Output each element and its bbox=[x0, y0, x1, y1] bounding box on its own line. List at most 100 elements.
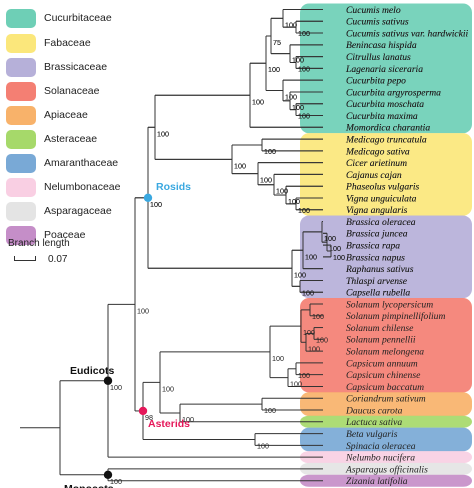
bootstrap-value: 100 bbox=[288, 197, 300, 206]
taxon-label: Brassica oleracea bbox=[346, 217, 416, 228]
taxon-label: Cucurbita argyrosperma bbox=[346, 87, 441, 98]
bootstrap-value: 98 bbox=[145, 413, 153, 422]
legend-swatch bbox=[6, 130, 36, 149]
legend-swatch bbox=[6, 34, 36, 53]
family-band bbox=[300, 215, 472, 299]
taxon-label: Capsicum annuum bbox=[346, 358, 418, 369]
family-band bbox=[300, 451, 472, 464]
bootstrap-value: 100 bbox=[333, 253, 345, 262]
bootstrap-value: 100 bbox=[308, 344, 320, 353]
taxon-label: Thlaspi arvense bbox=[346, 276, 408, 287]
bootstrap-value: 100 bbox=[182, 415, 194, 424]
legend-label: Poaceae bbox=[44, 229, 86, 241]
bootstrap-value: 100 bbox=[292, 103, 304, 112]
legend-label: Nelumbonaceae bbox=[44, 181, 121, 193]
taxon-label: Momordica charantia bbox=[345, 123, 430, 134]
bootstrap-value: 100 bbox=[268, 65, 280, 74]
taxon-label: Brassica napus bbox=[346, 252, 405, 263]
bootstrap-value: 100 bbox=[264, 147, 276, 156]
bootstrap-value: 100 bbox=[252, 97, 264, 106]
asterids-label: Asterids bbox=[148, 418, 190, 430]
legend-swatch bbox=[6, 178, 36, 197]
bootstrap-value: 100 bbox=[305, 252, 317, 261]
taxon-label: Solanum chilense bbox=[346, 323, 414, 334]
bootstrap-value: 100 bbox=[305, 252, 317, 261]
bootstrap-value: 100 bbox=[110, 383, 122, 392]
taxon-label: Zizania latifolia bbox=[346, 476, 408, 487]
taxon-label: Cicer arietinum bbox=[346, 158, 407, 169]
bootstrap-value: 100 bbox=[272, 354, 284, 363]
taxon-label: Capsella rubella bbox=[346, 288, 410, 299]
taxon-label: Brassica rapa bbox=[346, 241, 400, 252]
taxon-label: Brassica rapa bbox=[346, 241, 400, 252]
bootstrap-value: 100 bbox=[302, 288, 314, 297]
taxon-label: Coriandrum sativum bbox=[346, 394, 426, 405]
bootstrap-value: 100 bbox=[285, 92, 297, 101]
taxon-label: Lagenaria siceraria bbox=[345, 64, 423, 75]
bootstrap-value: 100 bbox=[292, 56, 304, 65]
bootstrap-value: 100 bbox=[157, 129, 169, 138]
legend-label: Cucurbitaceae bbox=[44, 12, 112, 24]
bootstrap-value: 100 bbox=[137, 306, 149, 315]
taxon-label: Cucurbita argyrosperma bbox=[346, 87, 441, 98]
taxon-label: Solanum pimpinellifolium bbox=[346, 311, 445, 322]
bootstrap-value: 75 bbox=[273, 38, 281, 47]
taxon-label: Medicago sativa bbox=[345, 146, 410, 157]
bootstrap-value: 100 bbox=[298, 112, 310, 121]
bootstrap-value: 100 bbox=[252, 97, 264, 106]
taxon-label: Asparagus officinalis bbox=[345, 464, 428, 475]
eudicots-node bbox=[103, 376, 113, 385]
asterids-node bbox=[138, 406, 148, 416]
bootstrap-value: 100 bbox=[288, 197, 300, 206]
taxon-label: Raphanus sativus bbox=[345, 264, 414, 275]
taxon-label: Cucurbita moschata bbox=[346, 99, 424, 110]
taxon-label: Capsicum chinense bbox=[346, 370, 421, 381]
bootstrap-labels: 1001001001007510010010010010010010010010… bbox=[110, 20, 345, 485]
taxon-label: Nelumbo nucifera bbox=[345, 453, 415, 464]
family-bands bbox=[300, 3, 472, 487]
bootstrap-value: 100 bbox=[260, 176, 272, 185]
legend-label: Fabaceae bbox=[44, 37, 91, 49]
taxon-label: Vigna unguiculata bbox=[346, 193, 417, 204]
monocots-label: Monocots bbox=[64, 483, 114, 488]
taxon-label: Beta vulgaris bbox=[346, 429, 398, 440]
bootstrap-value: 100 bbox=[294, 270, 306, 279]
family-band bbox=[300, 427, 472, 452]
bootstrap-value: 100 bbox=[150, 200, 162, 209]
legend-swatch bbox=[6, 226, 36, 245]
taxon-label: Cajanus cajan bbox=[346, 170, 402, 181]
bootstrap-value: 75 bbox=[273, 38, 281, 47]
bootstrap-value: 100 bbox=[294, 270, 306, 279]
bootstrap-value: 100 bbox=[276, 187, 288, 196]
taxon-label: Daucus carota bbox=[345, 405, 403, 416]
taxon-label: Vigna unguiculata bbox=[346, 193, 417, 204]
scale-bar-value: 0.07 bbox=[48, 254, 68, 265]
legend-swatch bbox=[6, 154, 36, 173]
taxon-label: Thlaspi arvense bbox=[346, 276, 408, 287]
bootstrap-value: 100 bbox=[292, 56, 304, 65]
taxon-label: Raphanus sativus bbox=[345, 264, 414, 275]
taxon-label: Vigna angularis bbox=[346, 205, 408, 216]
taxon-label: Capsicum baccatum bbox=[346, 382, 424, 393]
bootstrap-value: 100 bbox=[290, 380, 302, 389]
bootstrap-value: 100 bbox=[316, 335, 328, 344]
scale-bar bbox=[14, 256, 36, 261]
legend-label: Amaranthaceae bbox=[44, 157, 119, 169]
taxon-label: Cucurbita maxima bbox=[346, 111, 418, 122]
bootstrap-value: 100 bbox=[298, 112, 310, 121]
bootstrap-value: 100 bbox=[329, 244, 341, 253]
taxon-label: Benincasa hispida bbox=[346, 40, 417, 51]
bootstrap-value: 100 bbox=[285, 92, 297, 101]
bootstrap-value: 100 bbox=[298, 206, 310, 215]
taxon-label: Cucurbita pepo bbox=[346, 76, 406, 87]
taxon-label: Vigna angularis bbox=[346, 205, 408, 216]
taxon-label: Medicago sativa bbox=[345, 146, 410, 157]
clade-markers: Rosids Asterids Eudicots Monocots bbox=[64, 181, 191, 488]
family-band bbox=[300, 298, 472, 393]
legend-label: Asparagaceae bbox=[44, 205, 112, 217]
bootstrap-value: 100 bbox=[268, 65, 280, 74]
bootstrap-value: 100 bbox=[285, 20, 297, 29]
bootstrap-value: 100 bbox=[333, 253, 345, 262]
taxon-label: Medicago truncatula bbox=[345, 134, 427, 145]
